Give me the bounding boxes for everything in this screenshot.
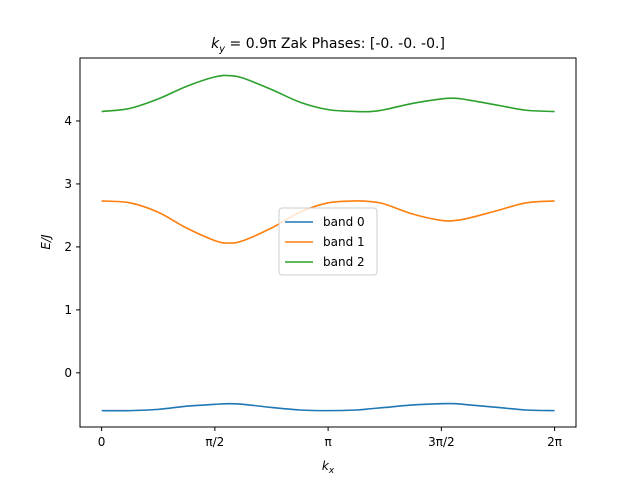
y-tick-label: 0: [64, 366, 72, 380]
plot-area: [101, 74, 555, 412]
chart-title: ky = 0.9π Zak Phases: [-0. -0. -0.]: [211, 36, 445, 55]
x-tick-label: 0: [98, 435, 106, 449]
x-tick-label: 2π: [547, 435, 562, 449]
x-tick-label: π/2: [205, 435, 224, 449]
legend-label-band-0: band 0: [323, 215, 365, 229]
y-tick-label: 4: [64, 114, 72, 128]
legend: band 0 band 1 band 2: [278, 207, 378, 276]
y-axis-label: E/J: [39, 234, 53, 250]
title-prefix: k: [211, 36, 220, 52]
x-axis-ticks: 0 π/2 π 3π/2 2π: [98, 427, 562, 449]
y-tick-label: 2: [64, 240, 72, 254]
y-tick-label: 3: [64, 177, 72, 191]
series-line-band-1: [101, 200, 555, 244]
x-axis-label-main: k: [322, 459, 330, 473]
x-axis-label: kx: [322, 459, 335, 476]
x-axis-label-sub: x: [328, 466, 335, 476]
x-tick-label: π: [324, 435, 331, 449]
legend-box: [278, 207, 378, 276]
x-tick-label: 3π/2: [428, 435, 455, 449]
series-line-band-2: [101, 74, 555, 113]
title-rest: = 0.9π Zak Phases: [-0. -0. -0.]: [225, 36, 445, 52]
title-prefix-sub: y: [218, 44, 226, 55]
y-tick-label: 1: [64, 303, 72, 317]
legend-label-band-1: band 1: [323, 235, 365, 249]
y-axis-ticks: 0 1 2 3 4: [64, 114, 80, 380]
legend-label-band-2: band 2: [323, 255, 365, 269]
series-line-band-0: [101, 402, 555, 412]
